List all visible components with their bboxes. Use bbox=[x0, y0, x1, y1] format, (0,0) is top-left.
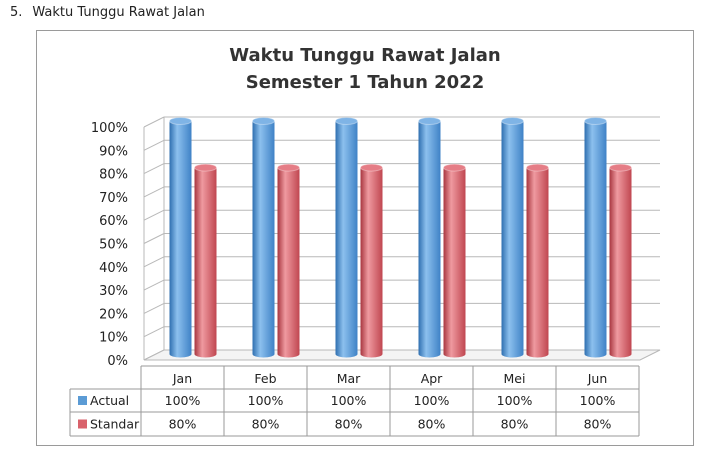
data-label: 100% bbox=[580, 393, 616, 408]
actual-bar-base bbox=[252, 350, 275, 358]
y-tick-label: 70% bbox=[99, 191, 128, 206]
actual-bar bbox=[169, 121, 192, 354]
data-label: 80% bbox=[584, 417, 612, 432]
y-tick-label: 0% bbox=[107, 354, 128, 369]
data-label: 100% bbox=[331, 393, 367, 408]
y-tick-label: 20% bbox=[99, 307, 128, 322]
x-tick-label: Jun bbox=[587, 371, 608, 386]
actual-bar-top bbox=[584, 117, 607, 125]
data-label: 80% bbox=[501, 417, 529, 432]
y-tick-label: 10% bbox=[99, 331, 128, 346]
y-tick-label: 90% bbox=[99, 144, 128, 159]
actual-bar-base bbox=[501, 350, 524, 358]
side-gridline bbox=[143, 233, 165, 244]
section-number: 5. bbox=[10, 5, 23, 20]
side-gridline bbox=[143, 302, 165, 314]
data-label: 100% bbox=[414, 393, 450, 408]
actual-bar bbox=[418, 121, 441, 354]
side-gridline bbox=[143, 279, 165, 291]
y-tick-label: 30% bbox=[99, 284, 128, 299]
chart-title-block: Waktu Tunggu Rawat Jalan Semester 1 Tahu… bbox=[36, 42, 694, 96]
standar-bar-top bbox=[526, 163, 549, 172]
standar-bar-base bbox=[360, 350, 383, 358]
y-tick-label: 100% bbox=[91, 121, 128, 136]
legend-key bbox=[78, 419, 87, 429]
chart-title: Waktu Tunggu Rawat Jalan bbox=[229, 45, 501, 66]
chart-subtitle: Semester 1 Tahun 2022 bbox=[245, 72, 485, 93]
standar-bar bbox=[526, 167, 549, 354]
standar-bar-top bbox=[277, 163, 300, 172]
x-tick-label: Apr bbox=[421, 371, 443, 386]
y-tick-label: 60% bbox=[99, 214, 128, 229]
data-label: 80% bbox=[335, 417, 363, 432]
actual-bar bbox=[501, 121, 524, 354]
actual-bar bbox=[584, 121, 607, 354]
standar-bar bbox=[443, 167, 466, 354]
side-gridline bbox=[143, 139, 165, 151]
legend-key bbox=[78, 396, 87, 405]
actual-bar-top bbox=[252, 117, 275, 125]
data-label: 100% bbox=[165, 393, 201, 408]
section-heading: 5. Waktu Tunggu Rawat Jalan bbox=[10, 5, 205, 20]
chart-floor bbox=[143, 349, 661, 361]
legend-label: Standar bbox=[90, 417, 140, 432]
data-label: 100% bbox=[248, 393, 284, 408]
standar-bar-top bbox=[360, 163, 383, 172]
actual-bar-top bbox=[335, 117, 358, 125]
section-title: Waktu Tunggu Rawat Jalan bbox=[32, 5, 205, 20]
standar-bar-base bbox=[194, 350, 217, 358]
actual-bar-top bbox=[501, 117, 524, 125]
standar-bar-top bbox=[609, 163, 632, 172]
standar-bar bbox=[277, 167, 300, 354]
actual-bar bbox=[252, 121, 275, 354]
actual-bar-top bbox=[169, 117, 192, 125]
standar-bar-base bbox=[526, 350, 549, 358]
side-gridline bbox=[143, 116, 165, 128]
actual-bar-base bbox=[169, 350, 192, 358]
side-gridline bbox=[143, 209, 165, 221]
y-tick-label: 40% bbox=[99, 261, 128, 276]
x-tick-label: Mei bbox=[504, 371, 526, 386]
standar-bar-base bbox=[277, 350, 300, 358]
legend-label: Actual bbox=[90, 393, 129, 408]
side-gridline bbox=[143, 256, 165, 268]
x-tick-label: Jan bbox=[172, 371, 192, 386]
standar-bar bbox=[360, 167, 383, 354]
side-gridline bbox=[143, 326, 165, 338]
standar-bar-top bbox=[443, 163, 466, 172]
actual-bar bbox=[335, 121, 358, 354]
standar-bar bbox=[609, 167, 632, 354]
side-gridline bbox=[143, 186, 165, 198]
actual-bar-base bbox=[584, 350, 607, 358]
standar-bar bbox=[194, 167, 217, 354]
data-label: 80% bbox=[169, 417, 197, 432]
y-tick-label: 50% bbox=[99, 238, 128, 253]
data-label: 100% bbox=[497, 393, 533, 408]
actual-bar-base bbox=[335, 350, 358, 358]
data-label: 80% bbox=[252, 417, 280, 432]
actual-bar-top bbox=[418, 117, 441, 125]
x-tick-label: Feb bbox=[254, 371, 276, 386]
x-tick-label: Mar bbox=[337, 371, 361, 386]
data-label: 80% bbox=[418, 417, 446, 432]
standar-bar-base bbox=[443, 350, 466, 358]
standar-bar-top bbox=[194, 163, 217, 172]
y-tick-label: 80% bbox=[99, 168, 128, 183]
standar-bar-base bbox=[609, 350, 632, 358]
actual-bar-base bbox=[418, 350, 441, 358]
side-gridline bbox=[143, 163, 165, 175]
